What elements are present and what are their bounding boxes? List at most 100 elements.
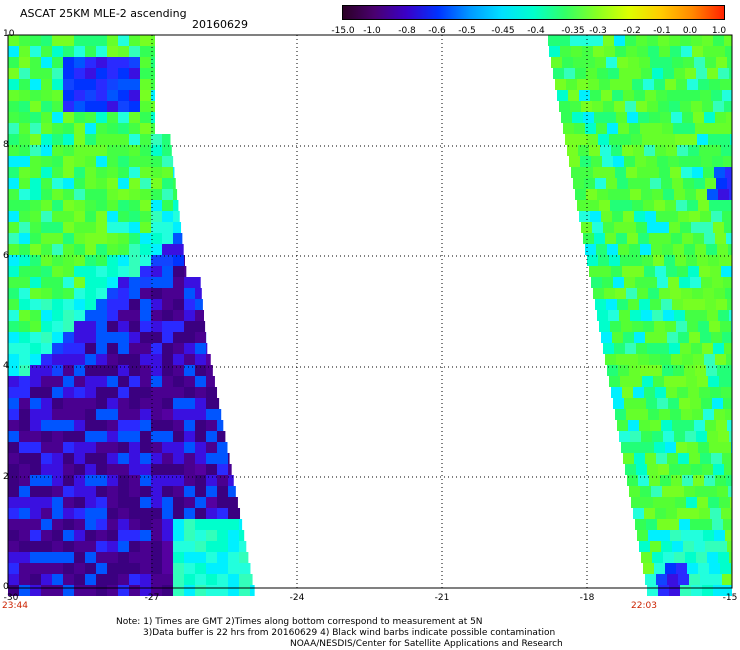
swath-cell (631, 376, 642, 387)
swath-cell (173, 332, 184, 343)
swath-cell (52, 475, 63, 486)
swath-cell (673, 365, 684, 376)
swath-cell (173, 431, 184, 442)
swath-cell (74, 431, 85, 442)
swath-cell (52, 563, 63, 574)
swath-cell (74, 46, 85, 57)
swath-cell (665, 200, 676, 211)
swath-cell (140, 563, 151, 574)
swath-cell (19, 79, 30, 90)
swath-cell (129, 552, 140, 563)
swath-cell (52, 343, 63, 354)
swath-cell (63, 178, 74, 189)
swath-cell (96, 354, 107, 365)
swath-cell (140, 387, 151, 398)
swath-cell (173, 244, 184, 255)
swath-cell (658, 35, 669, 46)
swath-cell (698, 200, 709, 211)
swath-cell (140, 552, 151, 563)
swath-cell (151, 299, 162, 310)
swath-cell (30, 376, 41, 387)
swath-cell (151, 266, 162, 277)
swath-cell (684, 123, 695, 134)
swath-cell (666, 145, 677, 156)
swath-cell (30, 431, 41, 442)
swath-cell (628, 299, 639, 310)
swath-cell (129, 541, 140, 552)
swath-cell (107, 134, 118, 145)
swath-cell (162, 552, 173, 563)
swath-cell (217, 409, 222, 420)
swath-cell (729, 310, 732, 321)
swath-cell (107, 145, 118, 156)
swath-cell (713, 343, 724, 354)
swath-cell (594, 112, 605, 123)
swath-cell (719, 134, 730, 145)
swath-cell (692, 167, 703, 178)
swath-cell (709, 442, 720, 453)
swath-cell (41, 112, 52, 123)
swath-cell (680, 101, 691, 112)
swath-cell (664, 497, 675, 508)
swath-cell (41, 563, 52, 574)
swath-cell (8, 200, 19, 211)
swath-cell (151, 57, 155, 68)
swath-cell (96, 266, 107, 277)
swath-cell (617, 299, 628, 310)
swath-cell (41, 79, 52, 90)
swath-cell (653, 134, 664, 145)
swath-cell (162, 530, 173, 541)
swath-cell (662, 365, 673, 376)
swath-cell (644, 387, 655, 398)
swath-cell (622, 266, 633, 277)
swath-cell (8, 123, 19, 134)
swath-cell (717, 244, 728, 255)
swath-cell (30, 244, 41, 255)
swath-cell (712, 156, 723, 167)
swath-cell (63, 255, 74, 266)
swath-cell (586, 68, 597, 79)
swath-cell (30, 101, 41, 112)
swath-cell (162, 398, 173, 409)
swath-cell (693, 475, 704, 486)
swath-cell (107, 552, 118, 563)
swath-cell (118, 79, 129, 90)
swath-cell (85, 112, 96, 123)
swath-cell (30, 486, 41, 497)
swath-cell (19, 508, 30, 519)
swath-cell (708, 134, 719, 145)
swath-cell (118, 552, 129, 563)
swath-cell (129, 112, 140, 123)
swath-cell (610, 321, 621, 332)
swath-cell (228, 519, 239, 530)
swath-cell (96, 211, 107, 222)
swath-cell (96, 574, 107, 585)
swath-cell (118, 398, 129, 409)
y-tick-label: 10 (3, 29, 15, 39)
swath-cell (645, 90, 656, 101)
swath-cell (661, 299, 672, 310)
swath-cell (151, 552, 162, 563)
swath-cell (8, 277, 19, 288)
swath-cell (680, 222, 691, 233)
swath-cell (8, 354, 19, 365)
swath-cell (727, 57, 732, 68)
swath-cell (140, 585, 151, 596)
swath-cell (140, 409, 151, 420)
swath-cell (615, 46, 626, 57)
swath-cell (609, 376, 620, 387)
swath-cell (667, 211, 678, 222)
swath-cell (612, 332, 623, 343)
swath-cell (641, 68, 652, 79)
swath-cell (639, 57, 650, 68)
swath-cell (8, 68, 19, 79)
swath-cell (30, 398, 41, 409)
swath-cell (129, 475, 140, 486)
swath-cell (590, 90, 601, 101)
swath-cell (19, 90, 30, 101)
swath-cell (206, 365, 213, 376)
swath-cell (85, 101, 96, 112)
swath-cell (162, 453, 173, 464)
swath-cell (107, 420, 118, 431)
swath-cell (668, 156, 679, 167)
